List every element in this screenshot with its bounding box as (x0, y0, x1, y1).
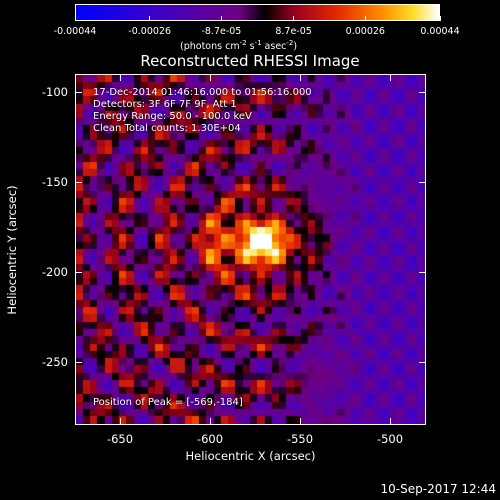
annotation-clean-counts: Clean Total counts: 1.30E+04 (93, 123, 241, 134)
y-tick-mark (75, 271, 82, 273)
y-tick-mark (75, 181, 82, 183)
x-tick-mark (209, 418, 211, 425)
x-tick-label: -650 (106, 432, 134, 446)
x-tick-label: -600 (196, 432, 224, 446)
x-axis-label: Heliocentric X (arcsec) (185, 449, 316, 463)
y-tick-label: -150 (41, 175, 68, 189)
x-tick-mark (389, 418, 391, 425)
x-tick-label: -550 (286, 432, 314, 446)
x-tick-mark (209, 74, 211, 81)
y-tick-label: -200 (41, 265, 68, 279)
colorbar-tick-label: -8.7e-05 (201, 26, 242, 37)
colorbar-tick-label: 0.00026 (345, 26, 385, 37)
x-tick-mark (389, 74, 391, 81)
y-tick-mark (75, 91, 82, 93)
plot-frame (75, 74, 426, 425)
x-tick-mark (299, 418, 301, 425)
chart-title: Reconstructed RHESSI Image (140, 52, 360, 70)
colorbar-tick-label: -0.00026 (128, 26, 172, 37)
colorbar-tick-label: 8.7e-05 (275, 26, 312, 37)
colorbar-tick-mark (220, 16, 222, 21)
y-tick-mark (419, 91, 426, 93)
y-tick-mark (419, 361, 426, 363)
colorbar-tick-mark (74, 16, 76, 21)
y-tick-mark (419, 181, 426, 183)
colorbar-tick-mark (439, 16, 441, 21)
heatmap-image (76, 75, 425, 424)
x-tick-mark (299, 74, 301, 81)
colorbar-tick-mark (149, 16, 151, 21)
y-axis-label: Heliocentric Y (arcsec) (5, 185, 19, 315)
colorbar (75, 4, 440, 21)
colorbar-tick-mark (293, 16, 295, 21)
y-tick-mark (75, 361, 82, 363)
x-tick-label: -500 (376, 432, 404, 446)
annotation-energy-range: Energy Range: 50.0 - 100.0 keV (93, 111, 252, 122)
x-tick-mark (119, 74, 121, 81)
annotation-peak-position: Position of Peak = [-569,-184] (93, 397, 243, 408)
colorbar-unit-label: (photons cm-2 s-1 asec-2) (180, 39, 298, 53)
y-tick-label: -100 (41, 85, 68, 99)
x-tick-mark (119, 418, 121, 425)
annotation-time-range: 17-Dec-2014 01:46:16.000 to 01:56:16.000 (93, 87, 312, 98)
y-tick-label: -250 (41, 355, 68, 369)
colorbar-tick-label: -0.00044 (53, 26, 97, 37)
colorbar-tick-label: 0.00044 (420, 26, 460, 37)
colorbar-tick-mark (364, 16, 366, 21)
y-tick-mark (419, 271, 426, 273)
footer-timestamp: 10-Sep-2017 12:44 (380, 482, 496, 496)
annotation-detectors: Detectors: 3F 6F 7F 9F, Att 1 (93, 99, 237, 110)
